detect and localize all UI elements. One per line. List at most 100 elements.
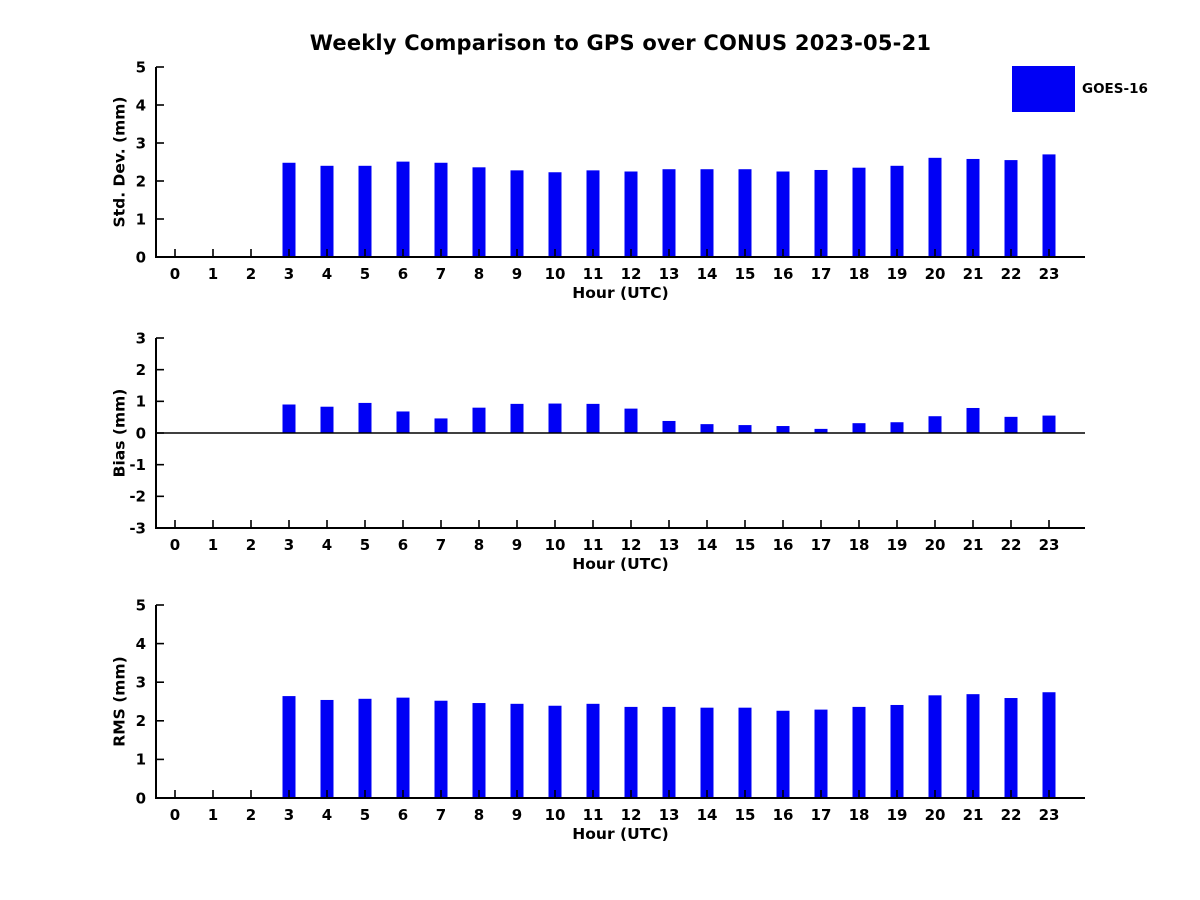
x-tick-label: 6	[398, 806, 408, 824]
bar-hour-16	[776, 710, 790, 798]
x-tick-label: 19	[887, 536, 908, 554]
x-tick-label: 22	[1001, 265, 1022, 283]
bar-hour-20	[928, 416, 942, 433]
x-tick-label: 12	[621, 265, 642, 283]
y-tick-label: 1	[136, 393, 146, 411]
bar-hour-23	[1042, 692, 1056, 798]
x-tick-label: 18	[849, 536, 870, 554]
bar-hour-20	[928, 157, 942, 257]
x-tick-label: 16	[773, 265, 794, 283]
bar-hour-19	[890, 422, 904, 433]
x-tick-label: 2	[246, 265, 256, 283]
figure-title: Weekly Comparison to GPS over CONUS 2023…	[309, 31, 932, 55]
x-tick-label: 13	[659, 536, 680, 554]
y-tick-label: 5	[136, 58, 146, 76]
x-axis-title: Hour (UTC)	[572, 284, 668, 302]
x-tick-label: 20	[925, 806, 946, 824]
x-tick-label: 15	[735, 806, 756, 824]
x-tick-label: 14	[697, 806, 718, 824]
y-tick-label: -1	[129, 456, 146, 474]
x-tick-label: 9	[512, 806, 522, 824]
legend-label: GOES-16	[1082, 81, 1148, 97]
bar-hour-8	[472, 703, 486, 798]
x-tick-label: 21	[963, 265, 984, 283]
x-tick-label: 0	[170, 806, 180, 824]
x-tick-label: 3	[284, 536, 294, 554]
bar-hour-17	[814, 709, 828, 798]
x-tick-label: 2	[246, 536, 256, 554]
y-tick-label: 2	[136, 172, 146, 190]
x-tick-label: 4	[322, 806, 332, 824]
bar-hour-14	[700, 424, 714, 433]
y-tick-label: 2	[136, 361, 146, 379]
x-tick-label: 7	[436, 265, 446, 283]
x-tick-label: 4	[322, 536, 332, 554]
bar-hour-18	[852, 167, 866, 257]
x-tick-label: 0	[170, 265, 180, 283]
bar-hour-6	[396, 411, 410, 433]
y-tick-label: 3	[136, 134, 146, 152]
bar-hour-12	[624, 706, 638, 798]
bar-hour-6	[396, 697, 410, 798]
bar-hour-18	[852, 423, 866, 433]
x-tick-label: 17	[811, 536, 832, 554]
y-tick-label: 3	[136, 329, 146, 347]
x-tick-label: 3	[284, 806, 294, 824]
x-tick-label: 19	[887, 806, 908, 824]
bar-hour-19	[890, 165, 904, 257]
legend-swatch-goes16	[1012, 66, 1075, 112]
bar-hour-4	[320, 699, 334, 798]
bar-hour-9	[510, 170, 524, 257]
x-tick-label: 3	[284, 265, 294, 283]
x-tick-label: 2	[246, 806, 256, 824]
bar-hour-23	[1042, 415, 1056, 433]
bar-hour-10	[548, 705, 562, 798]
bar-hour-17	[814, 428, 828, 433]
x-tick-label: 7	[436, 806, 446, 824]
bar-hour-12	[624, 408, 638, 433]
bar-hour-22	[1004, 416, 1018, 433]
bar-hour-19	[890, 704, 904, 798]
y-axis-title: Std. Dev. (mm)	[110, 97, 128, 228]
y-tick-label: 4	[136, 96, 146, 114]
bar-hour-10	[548, 403, 562, 433]
bar-hour-4	[320, 165, 334, 257]
bar-hour-22	[1004, 698, 1018, 798]
bar-hour-13	[662, 169, 676, 257]
x-tick-label: 17	[811, 806, 832, 824]
bar-hour-23	[1042, 154, 1056, 257]
x-axis-title: Hour (UTC)	[572, 555, 668, 573]
x-tick-label: 19	[887, 265, 908, 283]
bar-hour-3	[282, 404, 296, 433]
x-tick-label: 13	[659, 265, 680, 283]
bar-hour-4	[320, 406, 334, 433]
x-tick-label: 5	[360, 265, 370, 283]
bar-hour-17	[814, 169, 828, 257]
bar-hour-7	[434, 418, 448, 433]
y-tick-label: 1	[136, 751, 146, 769]
x-tick-label: 22	[1001, 536, 1022, 554]
bar-hour-3	[282, 162, 296, 257]
x-tick-label: 4	[322, 265, 332, 283]
bar-hour-11	[586, 170, 600, 257]
bar-hour-13	[662, 706, 676, 798]
bar-hour-21	[966, 407, 980, 433]
x-tick-label: 12	[621, 806, 642, 824]
x-tick-label: 15	[735, 536, 756, 554]
y-tick-label: 0	[136, 248, 146, 266]
x-tick-label: 8	[474, 806, 484, 824]
bar-hour-9	[510, 703, 524, 798]
x-tick-label: 23	[1039, 536, 1060, 554]
bar-hour-3	[282, 696, 296, 798]
bar-hour-10	[548, 172, 562, 257]
y-tick-label: 0	[136, 789, 146, 807]
x-tick-label: 5	[360, 806, 370, 824]
x-tick-label: 21	[963, 536, 984, 554]
x-tick-label: 0	[170, 536, 180, 554]
x-tick-label: 11	[583, 265, 604, 283]
x-tick-label: 20	[925, 536, 946, 554]
y-tick-label: 2	[136, 712, 146, 730]
bar-hour-21	[966, 158, 980, 257]
y-tick-label: 4	[136, 635, 146, 653]
